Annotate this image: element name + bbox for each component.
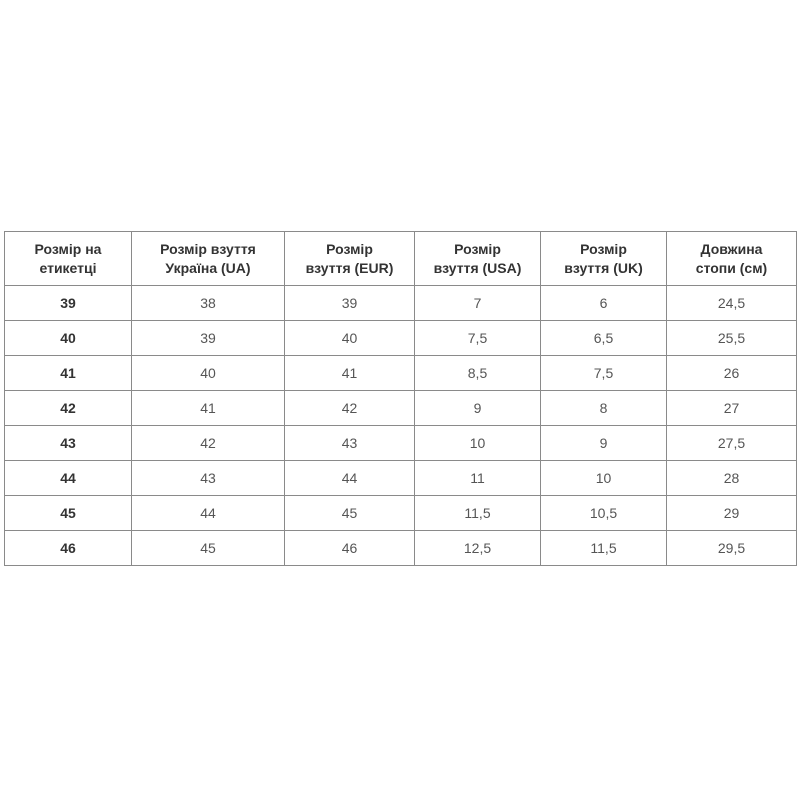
- table-cell: 7,5: [414, 320, 541, 356]
- table-cell: 6: [540, 285, 667, 321]
- column-header-line: Розмір: [326, 240, 373, 257]
- table-row: 41 40 41 8,5 7,5 26: [4, 355, 797, 391]
- table-row: 42 41 42 9 8 27: [4, 390, 797, 426]
- table-row: 46 45 46 12,5 11,5 29,5: [4, 530, 797, 566]
- table-cell: 45: [284, 495, 415, 531]
- column-header-line: Розмір: [454, 240, 501, 257]
- table-cell: 10: [414, 425, 541, 461]
- table-cell: 9: [414, 390, 541, 426]
- table-row: 43 42 43 10 9 27,5: [4, 425, 797, 461]
- table-cell: 25,5: [666, 320, 797, 356]
- header-row: Розмір на етикетці Розмір взуття Україна (U…: [4, 231, 797, 286]
- column-header-line: стопи (см): [695, 259, 768, 276]
- column-header-line: взуття (UK): [564, 259, 643, 276]
- table-row: 40 39 40 7,5 6,5 25,5: [4, 320, 797, 356]
- table-cell: 40: [4, 320, 132, 356]
- table-cell: 7,5: [540, 355, 667, 391]
- table-row: 44 43 44 11 10 28: [4, 460, 797, 496]
- column-header-line: Розмір: [580, 240, 627, 257]
- table-cell: 44: [4, 460, 132, 496]
- table-cell: 42: [131, 425, 285, 461]
- table-cell: 40: [131, 355, 285, 391]
- table-cell: 40: [284, 320, 415, 356]
- table-cell: 43: [4, 425, 132, 461]
- table-cell: 39: [4, 285, 132, 321]
- table-cell: 28: [666, 460, 797, 496]
- column-header-line: Україна (UA): [165, 259, 251, 276]
- table-cell: 45: [4, 495, 132, 531]
- table-cell: 8: [540, 390, 667, 426]
- table-cell: 11: [414, 460, 541, 496]
- table-cell: 9: [540, 425, 667, 461]
- column-header: Розмір взуття Україна (UA): [131, 231, 285, 286]
- column-header-line: взуття (EUR): [305, 259, 394, 276]
- column-header: Розмір взуття (UK): [540, 231, 667, 286]
- column-header-line: Розмір взуття: [160, 240, 256, 257]
- table-row: 45 44 45 11,5 10,5 29: [4, 495, 797, 531]
- table-cell: 44: [284, 460, 415, 496]
- table-cell: 43: [131, 460, 285, 496]
- size-chart-table: Розмір на етикетці Розмір взуття Україна (U…: [4, 231, 797, 566]
- table-cell: 27,5: [666, 425, 797, 461]
- column-header: Довжина стопи (см): [666, 231, 797, 286]
- column-header: Розмір взуття (EUR): [284, 231, 415, 286]
- table-cell: 46: [284, 530, 415, 566]
- table-cell: 29,5: [666, 530, 797, 566]
- table-cell: 42: [4, 390, 132, 426]
- table-cell: 26: [666, 355, 797, 391]
- table-cell: 8,5: [414, 355, 541, 391]
- table-cell: 41: [131, 390, 285, 426]
- table-cell: 42: [284, 390, 415, 426]
- table-cell: 6,5: [540, 320, 667, 356]
- table-cell: 11,5: [540, 530, 667, 566]
- column-header-line: Розмір на: [34, 240, 102, 257]
- table-cell: 43: [284, 425, 415, 461]
- table-cell: 39: [131, 320, 285, 356]
- column-header-line: Довжина: [700, 240, 763, 257]
- table-cell: 12,5: [414, 530, 541, 566]
- column-header: Розмір на етикетці: [4, 231, 132, 286]
- table-cell: 45: [131, 530, 285, 566]
- table-cell: 41: [284, 355, 415, 391]
- table-cell: 11,5: [414, 495, 541, 531]
- table-row: 39 38 39 7 6 24,5: [4, 285, 797, 321]
- table-cell: 10: [540, 460, 667, 496]
- table-cell: 10,5: [540, 495, 667, 531]
- table-cell: 27: [666, 390, 797, 426]
- column-header-line: етикетці: [39, 259, 97, 276]
- column-header: Розмір взуття (USA): [414, 231, 541, 286]
- table-cell: 44: [131, 495, 285, 531]
- table-cell: 38: [131, 285, 285, 321]
- table-cell: 41: [4, 355, 132, 391]
- table-cell: 39: [284, 285, 415, 321]
- table-cell: 7: [414, 285, 541, 321]
- table-cell: 29: [666, 495, 797, 531]
- column-header-line: взуття (USA): [433, 259, 522, 276]
- table-cell: 46: [4, 530, 132, 566]
- table-cell: 24,5: [666, 285, 797, 321]
